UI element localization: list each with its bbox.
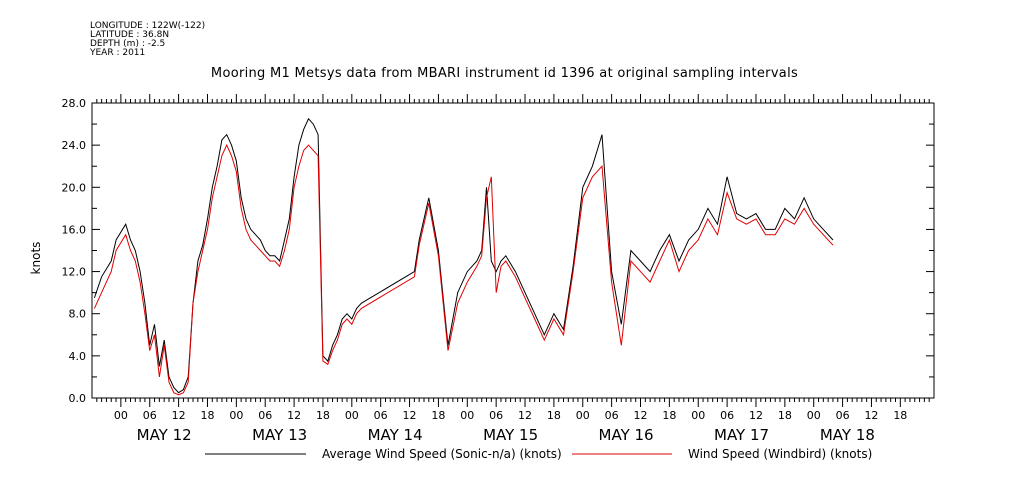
x-hour-tick-label: 18 xyxy=(662,409,676,422)
x-day-label: MAY 18 xyxy=(820,426,875,444)
y-tick-label: 4.0 xyxy=(69,350,87,363)
x-hour-tick-label: 18 xyxy=(893,409,907,422)
x-hour-tick-label: 00 xyxy=(576,409,590,422)
x-hour-tick-label: 18 xyxy=(431,409,445,422)
y-axis-label: knots xyxy=(29,242,43,275)
latitude-label: LATITUDE : 36.8N xyxy=(90,30,170,40)
x-day-label: MAY 13 xyxy=(252,426,307,444)
x-hour-tick-label: 00 xyxy=(229,409,243,422)
x-hour-tick-label: 12 xyxy=(749,409,763,422)
year-label: YEAR : 2011 xyxy=(90,48,146,58)
series-line-windbird xyxy=(93,143,834,396)
x-hour-tick-label: 06 xyxy=(374,409,388,422)
x-hour-tick-label: 06 xyxy=(489,409,503,422)
x-hour-tick-label: 18 xyxy=(200,409,214,422)
depth-label: DEPTH (m) : -2.5 xyxy=(90,39,166,49)
series-line-avg-wind xyxy=(93,117,834,394)
y-tick-label: 28.0 xyxy=(62,97,87,110)
y-tick-label: 0.0 xyxy=(69,392,87,405)
x-hour-tick-label: 06 xyxy=(836,409,850,422)
x-hour-tick-label: 00 xyxy=(691,409,705,422)
y-tick-label: 16.0 xyxy=(62,223,87,236)
x-day-label: MAY 16 xyxy=(599,426,654,444)
x-hour-tick-label: 18 xyxy=(547,409,561,422)
x-day-label: MAY 15 xyxy=(483,426,538,444)
longitude-label: LONGITUDE : 122W(-122) xyxy=(90,21,206,31)
x-hour-tick-label: 00 xyxy=(460,409,474,422)
axis-ticks: 0.0 4.0 8.0 12.0 16.0 20.0 24.0 28.0 00 06 12 18 00 0… xyxy=(62,94,934,444)
x-hour-tick-label: 06 xyxy=(258,409,272,422)
y-tick-label: 20.0 xyxy=(62,181,87,194)
x-hour-tick-label: 12 xyxy=(287,409,301,422)
x-hour-tick-label: 12 xyxy=(172,409,186,422)
x-hour-tick-label: 18 xyxy=(316,409,330,422)
x-day-label: MAY 12 xyxy=(137,426,192,444)
x-day-label: MAY 14 xyxy=(368,426,423,444)
x-hour-tick-label: 00 xyxy=(807,409,821,422)
x-hour-tick-label: 00 xyxy=(345,409,359,422)
x-hour-tick-label: 06 xyxy=(720,409,734,422)
series-layer xyxy=(93,117,834,396)
x-hour-tick-label: 00 xyxy=(114,409,128,422)
x-hour-tick-label: 12 xyxy=(518,409,532,422)
legend-label-windbird: Wind Speed (Windbird) (knots) xyxy=(688,447,872,461)
x-hour-tick-label: 06 xyxy=(143,409,157,422)
y-tick-label: 8.0 xyxy=(69,308,87,321)
x-hour-tick-label: 12 xyxy=(864,409,878,422)
legend-label-avg-wind: Average Wind Speed (Sonic-n/a) (knots) xyxy=(322,447,562,461)
y-tick-label: 24.0 xyxy=(62,139,87,152)
x-hour-tick-label: 06 xyxy=(605,409,619,422)
x-day-label: MAY 17 xyxy=(714,426,769,444)
plot-frame xyxy=(91,102,935,399)
x-hour-tick-label: 12 xyxy=(634,409,648,422)
chart-title: Mooring M1 Metsys data from MBARI instru… xyxy=(210,66,799,81)
x-hour-tick-label: 12 xyxy=(403,409,417,422)
y-tick-label: 12.0 xyxy=(62,266,87,279)
legend: Average Wind Speed (Sonic-n/a) (knots) W… xyxy=(205,447,872,461)
x-hour-tick-label: 18 xyxy=(778,409,792,422)
